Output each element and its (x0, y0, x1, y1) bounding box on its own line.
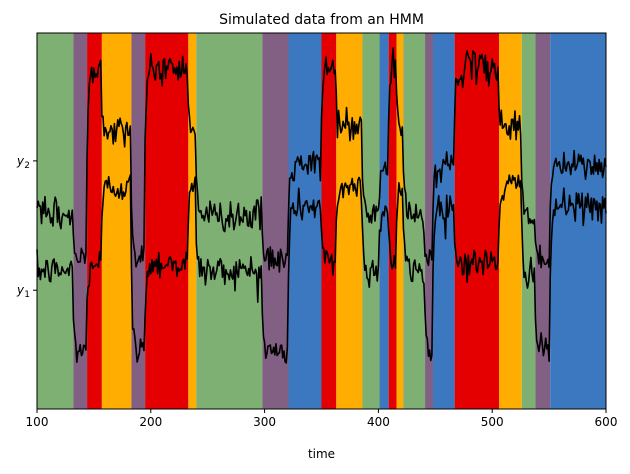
state-segment-11 (336, 33, 363, 409)
x-tick-label: 200 (139, 415, 162, 429)
state-segment-13 (379, 33, 389, 409)
state-segment-2 (87, 33, 102, 409)
state-segment-19 (454, 33, 500, 409)
state-segment-15 (396, 33, 404, 409)
x-tick-label: 100 (26, 415, 49, 429)
state-segment-23 (550, 33, 606, 409)
y-tick-subscript: 1 (24, 290, 30, 300)
y-tick-subscript: 2 (24, 161, 30, 171)
state-segment-5 (145, 33, 189, 409)
state-segment-20 (499, 33, 522, 409)
state-segment-9 (288, 33, 322, 409)
x-axis: 100 200 300 400 500 600 (26, 409, 618, 429)
chart-title: Simulated data from an HMM (219, 12, 424, 28)
state-segment-6 (188, 33, 197, 409)
state-segment-4 (131, 33, 146, 409)
y-tick-label: y (16, 283, 25, 297)
series-line-y1 (36, 174, 607, 364)
state-segment-14 (388, 33, 397, 409)
x-tick-label: 300 (253, 415, 276, 429)
state-segment-1 (73, 33, 88, 409)
state-segment-10 (321, 33, 337, 409)
plot-frame (36, 32, 607, 410)
x-tick-label: 500 (481, 415, 504, 429)
series-line-y2 (36, 47, 607, 273)
state-segment-3 (101, 33, 132, 409)
state-segment-22 (535, 33, 551, 409)
x-tick-label: 600 (595, 415, 618, 429)
y-axis: y 1y 2 (16, 154, 37, 300)
x-tick-label: 400 (367, 415, 390, 429)
state-segment-17 (425, 33, 434, 409)
series-lines (36, 47, 607, 364)
x-axis-label: time (308, 447, 335, 461)
y-tick-label: y (16, 154, 25, 168)
state-segment-0 (37, 33, 74, 409)
state-segments (37, 33, 606, 409)
